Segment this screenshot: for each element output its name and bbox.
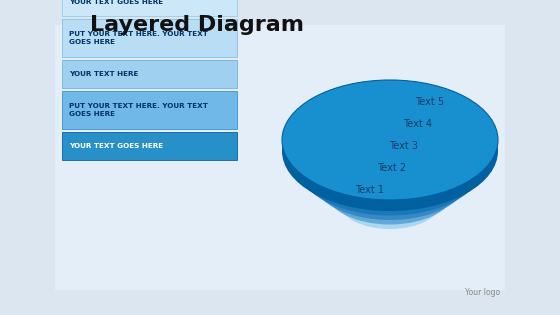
Ellipse shape [296, 102, 484, 206]
Text: Text 3: Text 3 [390, 141, 418, 151]
Ellipse shape [310, 124, 470, 212]
Text: Text 4: Text 4 [404, 119, 432, 129]
Text: YOUR TEXT GOES HERE: YOUR TEXT GOES HERE [69, 0, 163, 5]
Text: Text 1: Text 1 [356, 185, 385, 195]
Ellipse shape [296, 112, 484, 215]
Text: Your logo: Your logo [465, 288, 500, 297]
Ellipse shape [282, 80, 498, 200]
FancyBboxPatch shape [55, 25, 505, 290]
Ellipse shape [310, 132, 470, 220]
FancyBboxPatch shape [62, 91, 237, 129]
FancyBboxPatch shape [62, 0, 237, 16]
Text: Text 5: Text 5 [416, 97, 445, 107]
Text: Text 2: Text 2 [377, 163, 407, 173]
Ellipse shape [338, 168, 442, 224]
Text: YOUR TEXT HERE: YOUR TEXT HERE [69, 71, 138, 77]
FancyBboxPatch shape [62, 60, 237, 88]
FancyBboxPatch shape [62, 132, 237, 160]
Ellipse shape [338, 173, 442, 229]
FancyBboxPatch shape [62, 19, 237, 57]
Text: Layered Diagram: Layered Diagram [90, 15, 304, 35]
Text: YOUR TEXT GOES HERE: YOUR TEXT GOES HERE [69, 143, 163, 149]
Ellipse shape [324, 152, 456, 225]
Ellipse shape [324, 146, 456, 218]
Text: PUT YOUR TEXT HERE. YOUR TEXT
GOES HERE: PUT YOUR TEXT HERE. YOUR TEXT GOES HERE [69, 31, 208, 45]
Ellipse shape [282, 91, 498, 211]
Text: PUT YOUR TEXT HERE. YOUR TEXT
GOES HERE: PUT YOUR TEXT HERE. YOUR TEXT GOES HERE [69, 103, 208, 117]
